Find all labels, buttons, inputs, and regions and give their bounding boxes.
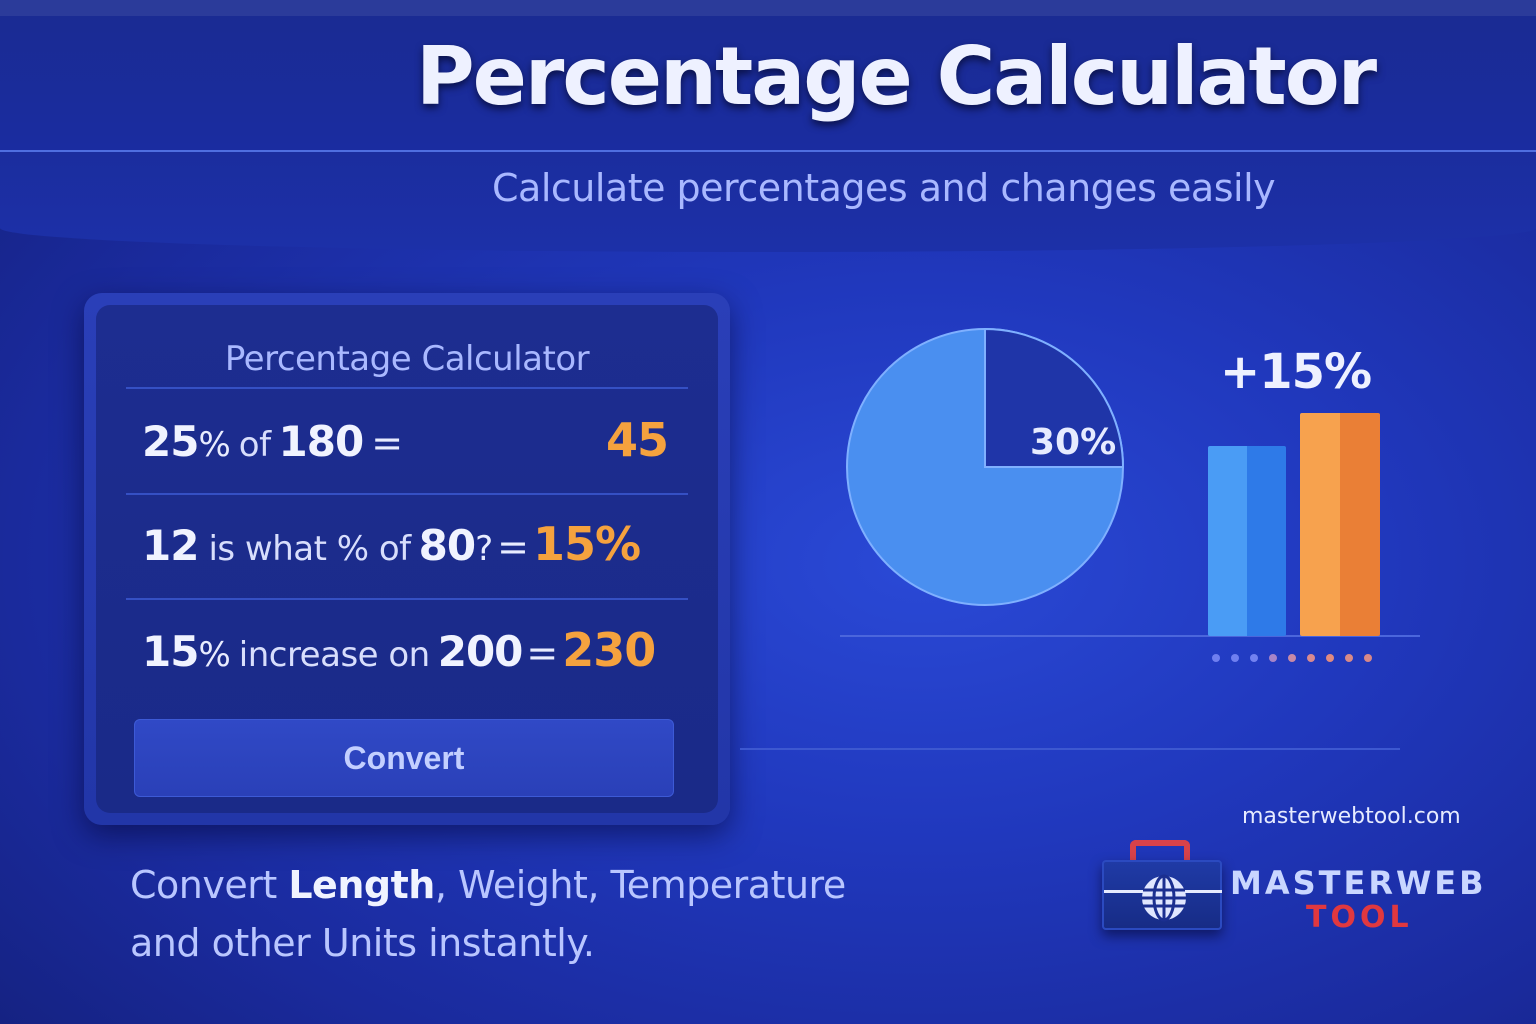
equals-sign: = — [497, 525, 529, 569]
brand-name-line1: MASTERWEB — [1230, 864, 1487, 902]
dot — [1250, 654, 1258, 662]
globe-icon — [1142, 874, 1186, 922]
calculator-card-inner: Percentage Calculator 25 % of 180 = 45 1… — [96, 305, 718, 813]
question-mark: ? — [475, 529, 494, 569]
dot — [1326, 654, 1334, 662]
dot — [1307, 654, 1315, 662]
pagination-dots — [1212, 654, 1372, 662]
dot — [1269, 654, 1277, 662]
bar-chart-annotation: +15% — [1220, 344, 1372, 400]
bar-after — [1300, 413, 1380, 636]
row-text: of — [238, 425, 271, 465]
promo-text-post: , Weight, Temperature — [434, 863, 846, 907]
value-a: 12 — [142, 521, 199, 570]
calc-row-what-percent: 12 is what % of 80 ? = 15% — [142, 517, 668, 577]
subheader-band — [0, 152, 1536, 252]
result-value: 230 — [562, 623, 656, 677]
bar-before — [1208, 446, 1286, 636]
dot — [1231, 654, 1239, 662]
calc-row-percent-of: 25 % of 180 = 45 — [142, 413, 669, 473]
row-text: is what % of — [208, 529, 411, 569]
promo-text-line2: and other Units instantly. — [130, 921, 595, 965]
header-divider — [0, 150, 1536, 152]
value-b: 200 — [437, 627, 524, 676]
briefcase-handle-icon — [1130, 840, 1190, 864]
brand-name-line2: TOOL — [1306, 900, 1413, 935]
value-b: 80 — [418, 521, 476, 570]
divider — [126, 387, 688, 389]
row-text: increase on — [238, 635, 430, 675]
dot — [1212, 654, 1220, 662]
result-value: 45 — [605, 413, 669, 467]
divider — [126, 598, 688, 600]
dot — [1364, 654, 1372, 662]
pie-chart-icon — [846, 327, 1125, 606]
promo-text-pre: Convert — [130, 863, 289, 907]
calculator-card: Percentage Calculator 25 % of 180 = 45 1… — [84, 293, 730, 825]
promo-text-bold: Length — [288, 863, 435, 907]
percent-sign: % — [198, 635, 231, 675]
convert-button[interactable]: Convert — [134, 719, 674, 797]
header-band — [0, 16, 1536, 150]
chart-area: 30% — [820, 310, 1440, 690]
chart-baseline — [840, 635, 1420, 637]
equals-sign: = — [371, 421, 404, 465]
pie-chart: 30% — [844, 326, 1126, 608]
percent-sign: % — [198, 425, 231, 465]
site-url[interactable]: masterwebtool.com — [1242, 804, 1461, 829]
briefcase-icon — [1102, 860, 1222, 930]
brand-logo: MASTERWEB TOOL — [1102, 838, 1502, 938]
value-a: 25 — [142, 417, 199, 466]
calc-row-increase: 15 % increase on 200 = 230 — [142, 623, 668, 683]
calculator-title: Percentage Calculator — [224, 339, 590, 379]
value-b: 180 — [278, 417, 365, 466]
section-divider — [740, 748, 1400, 750]
result-value: 15% — [532, 517, 641, 571]
dot — [1345, 654, 1353, 662]
divider — [126, 493, 688, 495]
promo-text: Convert Length, Weight, Temperature and … — [130, 856, 846, 972]
top-strip — [0, 0, 1536, 16]
page-subtitle: Calculate percentages and changes easily — [492, 166, 1276, 210]
value-a: 15 — [142, 627, 199, 676]
page-title: Percentage Calculator — [416, 30, 1377, 123]
equals-sign: = — [526, 631, 559, 675]
pie-slice-label: 30% — [1030, 422, 1117, 463]
dot — [1288, 654, 1296, 662]
